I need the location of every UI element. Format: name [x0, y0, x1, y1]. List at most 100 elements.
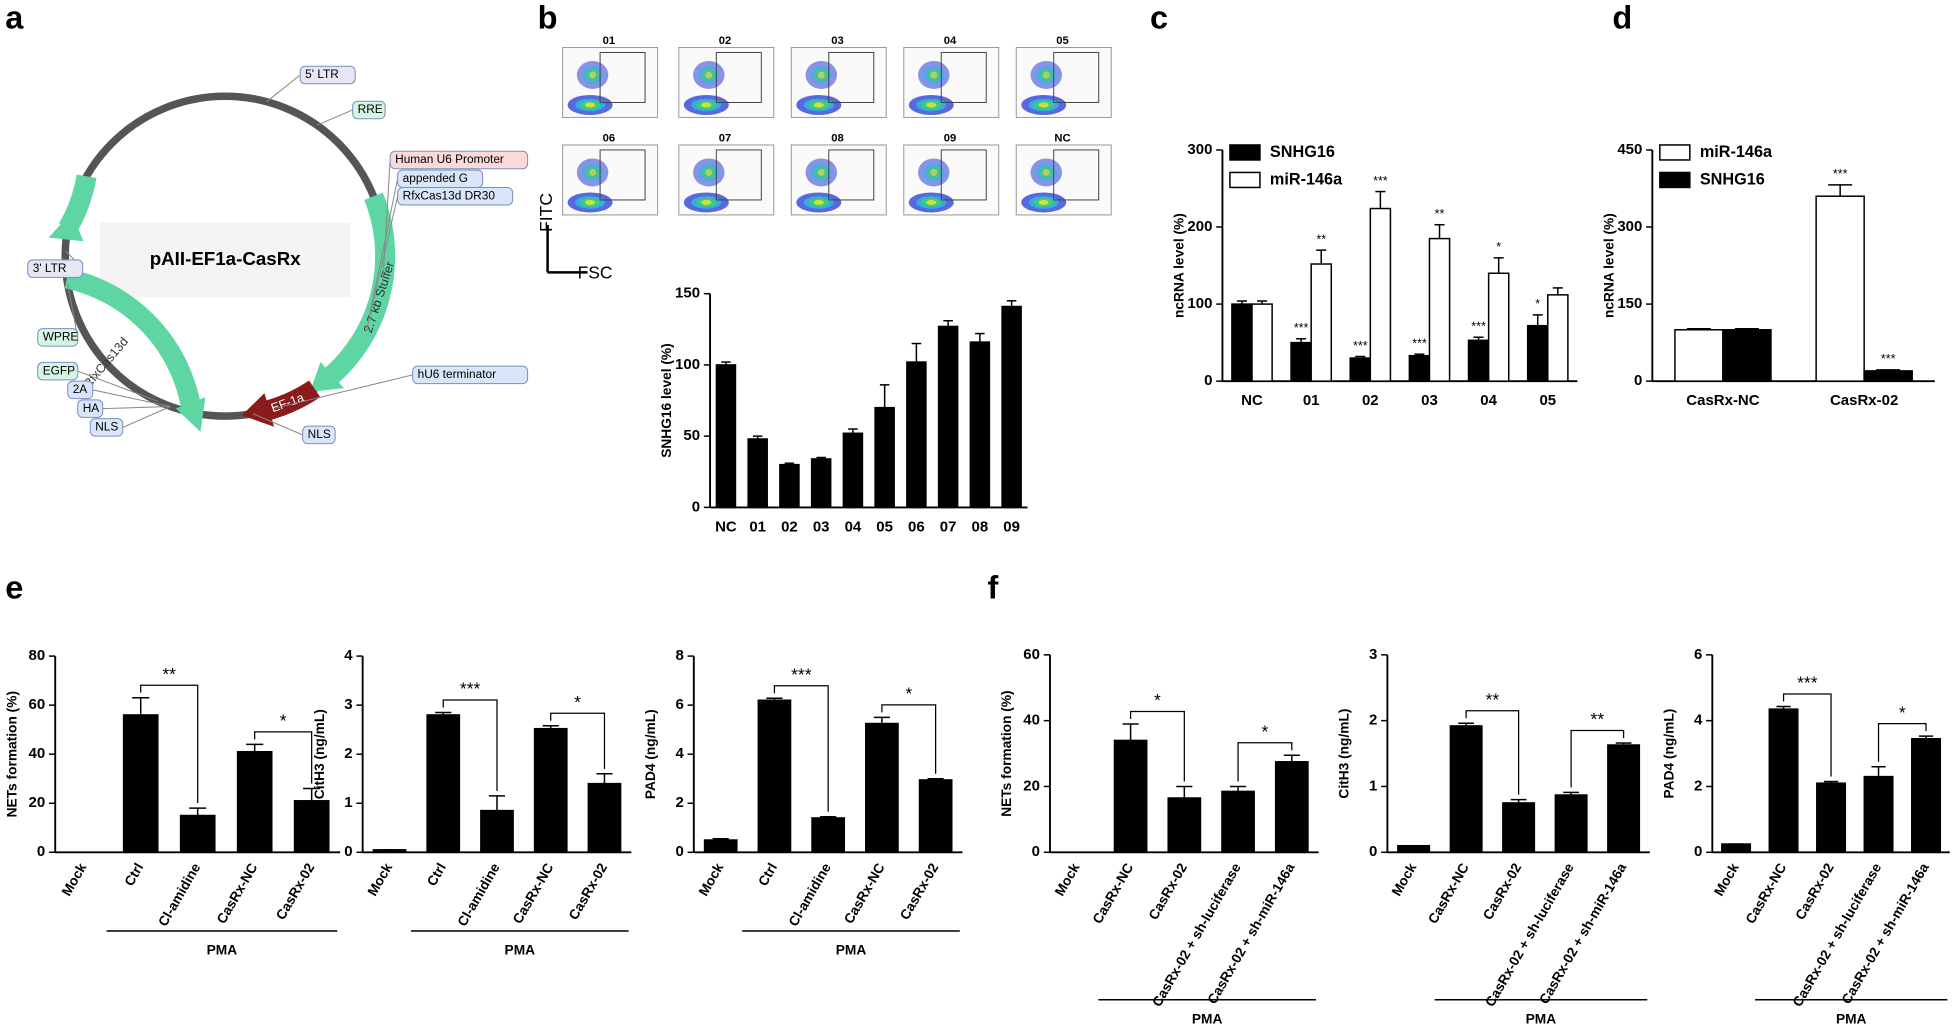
- comparison-bracket: [1570, 729, 1625, 788]
- bar: [1863, 370, 1913, 382]
- bar: [293, 800, 330, 854]
- panel-letter: c: [1150, 0, 1168, 36]
- bar: [842, 432, 864, 509]
- panel-letter: f: [987, 569, 998, 605]
- y-tick-label: 0: [1204, 372, 1212, 389]
- plasmid-label-box: [412, 365, 529, 385]
- plasmid-label-box: [89, 418, 124, 437]
- significance: **: [1316, 232, 1326, 246]
- flow-density: [705, 71, 713, 79]
- x-tick-label: 03: [1421, 392, 1438, 409]
- bar: [1369, 207, 1392, 382]
- bar: [1768, 708, 1799, 854]
- x-tick-label: CasRx-02: [566, 860, 610, 922]
- bar: [236, 750, 273, 854]
- flow-y-label: FITC: [536, 193, 556, 232]
- x-tick-label: CasRx-02 + sh-miR-146a: [1839, 860, 1932, 1006]
- y-tick-label: 60: [1023, 646, 1040, 663]
- plasmid-leader: [102, 406, 171, 410]
- y-tick-label: 4: [344, 647, 353, 664]
- group-label: PMA: [1526, 1011, 1557, 1026]
- flow-plot-label: 03: [831, 35, 844, 47]
- plasmid-label-box: [27, 259, 84, 278]
- y-tick-label: 40: [29, 745, 46, 762]
- panel-letter: b: [538, 0, 558, 36]
- y-tick-label: 150: [1617, 295, 1642, 312]
- flow-density: [589, 71, 597, 79]
- bar: [1349, 357, 1372, 382]
- x-tick-label: Ctrl: [424, 861, 449, 889]
- y-tick-label: 0: [37, 843, 45, 860]
- flow-density: [1038, 102, 1049, 108]
- x-tick-label: CasRx-02: [1792, 860, 1836, 922]
- y-tick-label: 100: [1187, 295, 1212, 312]
- plasmid-leader: [252, 413, 303, 436]
- flow-gate: [715, 149, 762, 201]
- x-tick-label: Ctrl: [755, 861, 780, 889]
- legend-swatch: [1659, 171, 1691, 189]
- x-tick-label: CasRx-02 + sh-luciferase: [1790, 860, 1885, 1009]
- bar: [1487, 272, 1510, 382]
- plasmid-label-box: [37, 361, 79, 381]
- flow-gate: [828, 149, 875, 201]
- plasmid-segment-head: [48, 212, 84, 242]
- plasmid-leader: [77, 370, 158, 402]
- flow-density: [701, 102, 712, 108]
- significance: ***: [1294, 321, 1309, 335]
- flow-gate: [715, 51, 762, 103]
- x-tick-label: Cl-amidine: [455, 860, 503, 929]
- y-tick-label: 20: [29, 794, 46, 811]
- flow-plot-label: 04: [944, 35, 957, 47]
- flow-density: [813, 102, 824, 108]
- flow-density: [589, 168, 597, 176]
- y-axis-label: ncRNA level (%): [1172, 213, 1187, 318]
- plasmid-label: RRE: [358, 102, 383, 116]
- group-label: PMA: [1836, 1011, 1867, 1026]
- significance: *: [574, 692, 581, 712]
- x-tick-label: Mock: [1711, 860, 1742, 898]
- comparison-bracket: [1465, 710, 1520, 795]
- plasmid-leader: [266, 74, 301, 103]
- flow-density: [926, 102, 937, 108]
- bar: [1231, 303, 1253, 382]
- comparison-bracket: [1237, 742, 1293, 782]
- bar: [533, 727, 568, 854]
- flow-plot-label: 07: [719, 133, 732, 145]
- x-tick-label: CasRx-NC: [510, 861, 557, 927]
- y-tick-label: 0: [1032, 843, 1040, 860]
- y-axis-label: PAD4 (ng/mL): [643, 709, 658, 799]
- flow-gate: [599, 51, 646, 103]
- flow-plot-label: 01: [603, 35, 616, 47]
- significance: *: [1262, 721, 1269, 741]
- y-tick-label: 450: [1617, 141, 1642, 158]
- y-axis-label: NETs formation (%): [4, 691, 19, 817]
- plasmid-label: HA: [83, 401, 100, 415]
- legend-label: SNHG16: [1270, 143, 1335, 161]
- bar: [874, 406, 895, 509]
- plasmid-label: NLS: [308, 427, 331, 441]
- flow-density: [705, 168, 713, 176]
- plasmid-segment-head: [309, 362, 344, 392]
- flow-gate: [1053, 149, 1100, 201]
- x-tick-label: CasRx-02: [1830, 392, 1898, 409]
- bar: [1251, 303, 1273, 382]
- x-tick-label: 08: [972, 518, 989, 535]
- x-tick-label: CasRx-02 + sh-luciferase: [1482, 860, 1577, 1009]
- comparison-bracket: [442, 699, 498, 791]
- significance: *: [1154, 690, 1161, 710]
- legend-swatch: [1659, 144, 1691, 161]
- x-tick-label: 03: [813, 518, 830, 535]
- bar: [426, 714, 461, 854]
- flow-density: [585, 102, 596, 108]
- plasmid-label: EGFP: [43, 363, 75, 377]
- x-tick-label: NC: [1241, 392, 1263, 409]
- group-label: PMA: [207, 943, 238, 958]
- plasmid-label: 5' LTR: [305, 67, 339, 81]
- comparison-bracket: [1877, 723, 1927, 762]
- bar: [865, 722, 899, 854]
- significance: ***: [791, 664, 812, 684]
- bar: [1428, 237, 1451, 382]
- x-tick-label: 01: [1303, 392, 1320, 409]
- bar: [779, 463, 800, 509]
